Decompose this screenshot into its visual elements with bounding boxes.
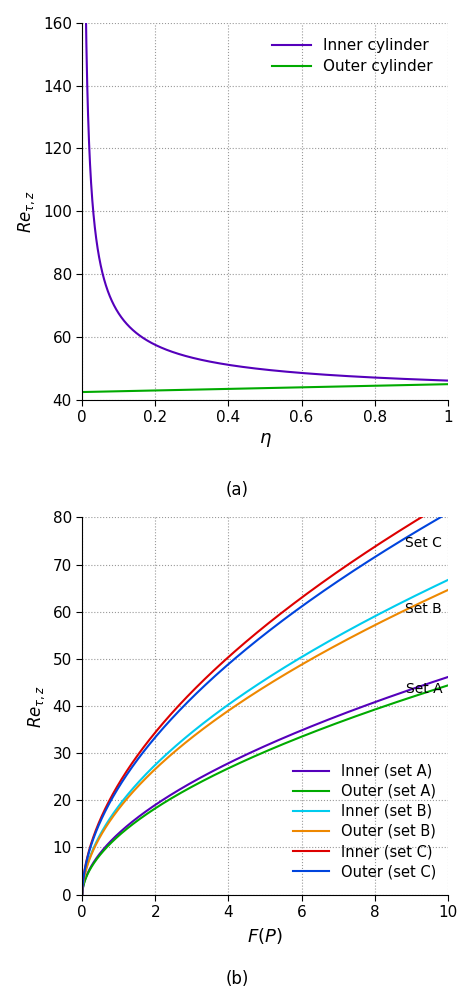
Outer cylinder: [123, 385, 128, 397]
Inner (set B): [121, 794, 127, 806]
Inner cylinder: [221, 358, 227, 370]
Outer (set A): [445, 680, 451, 691]
Line: Outer (set B): Outer (set B): [82, 590, 448, 895]
Inner cylinder: [438, 374, 443, 386]
X-axis label: $F(P)$: $F(P)$: [247, 926, 283, 945]
Outer (set A): [438, 682, 443, 693]
Line: Inner (set B): Inner (set B): [82, 580, 448, 895]
Outer (set C): [219, 664, 225, 676]
Outer (set C): [236, 650, 241, 662]
Line: Outer (set C): Outer (set C): [82, 513, 448, 895]
Outer (set C): [79, 889, 85, 901]
Outer (set C): [121, 773, 127, 785]
Text: (b): (b): [225, 970, 249, 988]
Outer (set B): [438, 587, 443, 599]
Outer (set C): [143, 743, 148, 755]
Inner (set C): [143, 739, 148, 751]
Inner (set B): [398, 597, 404, 609]
Inner (set C): [236, 643, 241, 655]
Line: Inner (set A): Inner (set A): [82, 678, 448, 895]
Outer cylinder: [144, 385, 150, 397]
Text: (a): (a): [226, 481, 248, 499]
Inner (set C): [121, 770, 127, 782]
Inner (set A): [79, 889, 85, 901]
Y-axis label: $Re_{\tau,z}$: $Re_{\tau,z}$: [17, 189, 37, 233]
Outer cylinder: [438, 378, 443, 390]
Line: Outer (set A): Outer (set A): [82, 685, 448, 895]
Outer (set B): [398, 606, 404, 618]
Inner (set B): [219, 703, 225, 715]
Outer (set A): [398, 694, 404, 706]
Inner (set A): [219, 760, 225, 772]
Inner (set B): [438, 577, 443, 589]
Inner (set B): [143, 769, 148, 781]
Outer (set B): [121, 797, 127, 808]
Outer (set A): [79, 889, 85, 901]
Inner (set A): [445, 672, 451, 683]
Inner (set B): [236, 691, 241, 703]
Inner cylinder: [144, 334, 150, 346]
Inner cylinder: [123, 316, 128, 328]
Line: Outer cylinder: Outer cylinder: [84, 384, 448, 392]
Inner (set C): [438, 500, 443, 512]
Outer (set A): [236, 758, 241, 770]
Text: Set A: Set A: [406, 682, 442, 696]
Inner cylinder: [237, 360, 242, 372]
Inner (set A): [143, 806, 148, 817]
Inner (set B): [445, 574, 451, 586]
Line: Inner (set C): Inner (set C): [82, 501, 448, 895]
Outer (set B): [236, 698, 241, 710]
Inner cylinder: [399, 373, 404, 385]
Inner cylinder: [445, 375, 451, 387]
X-axis label: $\eta$: $\eta$: [259, 431, 272, 448]
Inner (set A): [236, 753, 241, 765]
Outer cylinder: [399, 379, 404, 391]
Outer cylinder: [221, 383, 227, 395]
Outer (set A): [121, 825, 127, 837]
Legend: Inner cylinder, Outer cylinder: Inner cylinder, Outer cylinder: [265, 31, 440, 81]
Legend: Inner (set A), Outer (set A), Inner (set B), Outer (set B), Inner (set C), Outer: Inner (set A), Outer (set A), Inner (set…: [288, 759, 440, 884]
Inner (set C): [445, 495, 451, 507]
Inner (set C): [398, 524, 404, 536]
Text: Set C: Set C: [405, 537, 442, 551]
Inner (set B): [79, 889, 85, 901]
Outer (set B): [143, 773, 148, 785]
Outer cylinder: [445, 378, 451, 390]
Line: Inner cylinder: Inner cylinder: [84, 0, 448, 381]
Outer (set C): [438, 511, 443, 523]
Outer (set A): [219, 765, 225, 777]
Inner (set A): [121, 822, 127, 834]
Outer (set B): [219, 709, 225, 721]
Text: Set B: Set B: [405, 602, 442, 616]
Inner (set C): [79, 889, 85, 901]
Inner (set A): [438, 674, 443, 685]
Outer cylinder: [237, 383, 242, 395]
Outer (set B): [79, 889, 85, 901]
Outer (set A): [143, 808, 148, 820]
Outer (set B): [445, 584, 451, 596]
Inner (set C): [219, 657, 225, 669]
Outer (set C): [445, 507, 451, 519]
Outer (set C): [398, 535, 404, 547]
Y-axis label: $Re_{\tau,z}$: $Re_{\tau,z}$: [26, 684, 47, 727]
Outer cylinder: [81, 386, 87, 398]
Inner (set A): [398, 686, 404, 698]
